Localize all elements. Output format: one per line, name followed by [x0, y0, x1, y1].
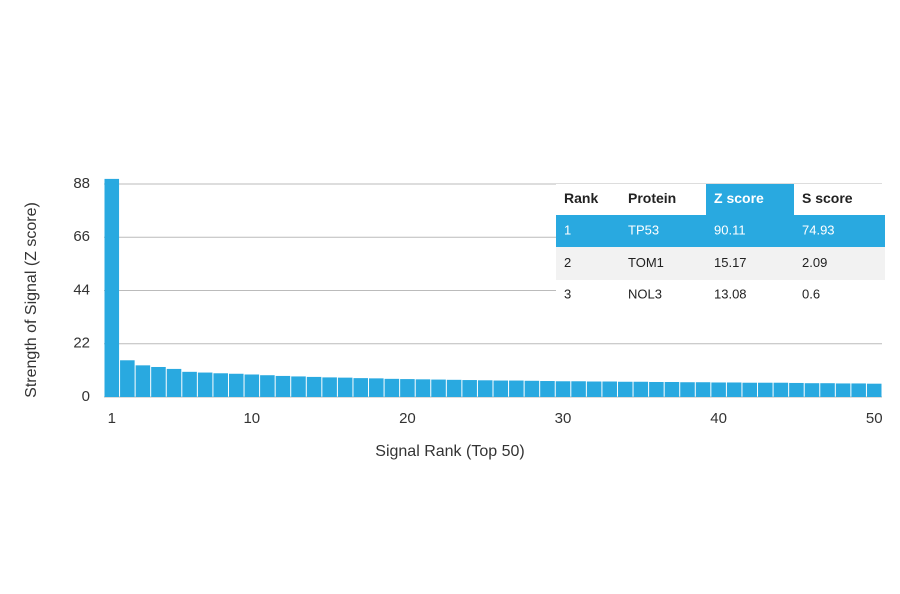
y-tick-label: 88 — [73, 175, 90, 192]
table-row — [556, 280, 885, 310]
table-header: Rank — [564, 190, 598, 206]
table-cell: 3 — [564, 286, 571, 301]
y-tick-label: 0 — [82, 388, 90, 405]
x-tick-label: 20 — [399, 410, 416, 427]
y-tick-label: 66 — [73, 228, 90, 245]
table-cell: 74.93 — [802, 222, 835, 237]
bar — [244, 374, 260, 397]
bar — [446, 379, 462, 397]
y-tick-label: 44 — [73, 281, 90, 298]
bar — [306, 376, 322, 397]
table-cell: NOL3 — [628, 286, 662, 301]
bar — [462, 380, 477, 397]
bar — [120, 360, 135, 397]
bar — [477, 380, 493, 397]
bar — [555, 381, 571, 397]
table-row — [556, 215, 885, 247]
header-highlight — [706, 184, 794, 215]
table-cell: 2.09 — [802, 255, 827, 270]
bar — [337, 377, 353, 397]
bar — [695, 382, 711, 397]
bar — [649, 381, 664, 397]
x-tick-label: 10 — [243, 410, 260, 427]
bar — [400, 379, 415, 397]
bar — [680, 382, 695, 397]
bar — [758, 382, 773, 397]
x-tick-label: 1 — [108, 410, 116, 427]
table-cell: 1 — [564, 222, 571, 237]
bar — [586, 381, 602, 397]
bar — [602, 381, 617, 397]
x-tick-label: 50 — [866, 410, 883, 427]
bar — [151, 366, 166, 397]
bar — [431, 379, 446, 397]
bar — [275, 375, 291, 397]
table-cell: TP53 — [628, 222, 659, 237]
x-axis-label: Signal Rank (Top 50) — [375, 443, 524, 460]
bar — [369, 378, 384, 397]
table-header: Protein — [628, 190, 676, 206]
bar — [773, 382, 789, 397]
bar — [835, 383, 851, 397]
bar — [493, 380, 509, 397]
bar — [291, 376, 306, 397]
bar — [384, 378, 400, 397]
bar — [804, 383, 820, 397]
bar — [789, 382, 804, 397]
bar — [711, 382, 726, 397]
bar — [866, 383, 882, 397]
table-header: Z score — [714, 190, 764, 206]
bar — [820, 383, 835, 397]
table-cell: 90.11 — [714, 222, 746, 237]
table-cell: TOM1 — [628, 255, 664, 270]
table-cell: 15.17 — [714, 255, 747, 270]
bar — [353, 378, 369, 397]
y-tick-label: 22 — [73, 335, 90, 352]
table-cell: 0.6 — [802, 286, 820, 301]
bar — [260, 375, 275, 397]
bar — [104, 178, 120, 397]
bar — [213, 373, 228, 397]
bar — [415, 379, 431, 397]
y-axis-label: Strength of Signal (Z score) — [23, 202, 40, 398]
bar — [617, 381, 633, 397]
bar — [540, 381, 555, 397]
bar — [509, 380, 524, 397]
bar — [664, 381, 680, 397]
bar — [135, 365, 151, 397]
bar — [197, 372, 213, 397]
bar — [571, 381, 586, 397]
x-tick-label: 30 — [555, 410, 572, 427]
bar — [166, 368, 182, 397]
x-tick-label: 40 — [710, 410, 727, 427]
table-cell: 2 — [564, 255, 571, 270]
bar — [742, 382, 758, 397]
bar — [726, 382, 742, 397]
bar — [524, 380, 540, 397]
table-cell: 13.08 — [714, 286, 747, 301]
bar — [633, 381, 649, 397]
bar — [851, 383, 866, 397]
table-header: S score — [802, 190, 853, 206]
bar — [182, 371, 197, 397]
bar — [228, 373, 244, 397]
bar — [322, 377, 337, 397]
table-row — [556, 247, 885, 280]
